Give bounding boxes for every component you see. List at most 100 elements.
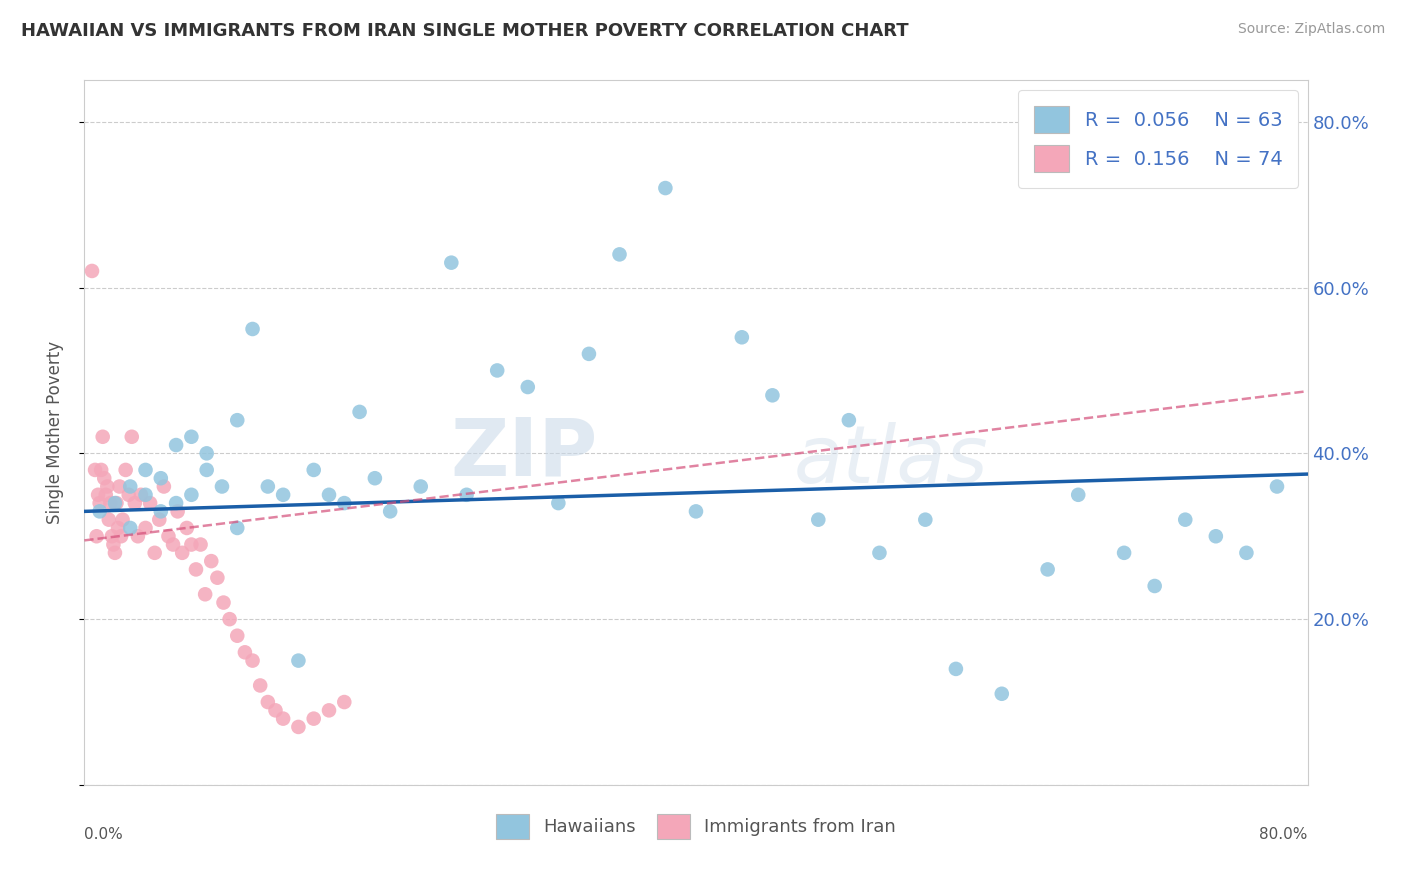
- Point: [249, 678, 271, 692]
- Point: [139, 496, 162, 510]
- Point: [486, 363, 509, 377]
- Point: [84, 463, 107, 477]
- Point: [302, 463, 325, 477]
- Point: [165, 496, 187, 510]
- Point: [129, 488, 152, 502]
- Point: [409, 479, 432, 493]
- Point: [1143, 579, 1166, 593]
- Point: [105, 496, 128, 510]
- Point: [1265, 479, 1288, 493]
- Point: [180, 430, 202, 444]
- Point: [166, 504, 188, 518]
- Point: [195, 446, 218, 460]
- Point: [127, 529, 149, 543]
- Point: [118, 488, 141, 502]
- Point: [945, 662, 967, 676]
- Point: [157, 529, 180, 543]
- Point: [180, 537, 202, 551]
- Text: Source: ZipAtlas.com: Source: ZipAtlas.com: [1237, 22, 1385, 37]
- Point: [87, 488, 110, 502]
- Point: [226, 521, 249, 535]
- Point: [547, 496, 569, 510]
- Point: [271, 712, 294, 726]
- Point: [609, 247, 631, 261]
- Point: [94, 488, 117, 502]
- Point: [104, 496, 127, 510]
- Point: [89, 504, 111, 518]
- Point: [333, 695, 356, 709]
- Point: [107, 521, 129, 535]
- Text: ZIP: ZIP: [451, 415, 598, 492]
- Point: [991, 687, 1014, 701]
- Text: 0.0%: 0.0%: [84, 827, 124, 842]
- Point: [91, 430, 114, 444]
- Point: [654, 181, 676, 195]
- Point: [1036, 562, 1059, 576]
- Point: [380, 504, 402, 518]
- Point: [190, 537, 212, 551]
- Point: [349, 405, 371, 419]
- Point: [1236, 546, 1258, 560]
- Point: [211, 479, 233, 493]
- Point: [242, 654, 264, 668]
- Point: [869, 546, 891, 560]
- Point: [200, 554, 222, 568]
- Point: [194, 587, 217, 601]
- Point: [165, 438, 187, 452]
- Point: [97, 513, 120, 527]
- Point: [120, 521, 142, 535]
- Point: [318, 488, 340, 502]
- Point: [364, 471, 387, 485]
- Point: [162, 537, 184, 551]
- Point: [440, 255, 463, 269]
- Point: [226, 413, 249, 427]
- Point: [731, 330, 754, 344]
- Text: HAWAIIAN VS IMMIGRANTS FROM IRAN SINGLE MOTHER POVERTY CORRELATION CHART: HAWAIIAN VS IMMIGRANTS FROM IRAN SINGLE …: [21, 22, 908, 40]
- Point: [1205, 529, 1227, 543]
- Point: [180, 488, 202, 502]
- Point: [257, 479, 280, 493]
- Point: [271, 488, 294, 502]
- Point: [111, 513, 134, 527]
- Point: [149, 471, 172, 485]
- Point: [264, 703, 287, 717]
- Point: [1067, 488, 1090, 502]
- Point: [218, 612, 240, 626]
- Point: [287, 654, 309, 668]
- Point: [212, 596, 235, 610]
- Point: [333, 496, 356, 510]
- Point: [172, 546, 194, 560]
- Point: [838, 413, 860, 427]
- Point: [914, 513, 936, 527]
- Point: [110, 529, 132, 543]
- Point: [98, 496, 121, 510]
- Point: [226, 629, 249, 643]
- Point: [124, 496, 146, 510]
- Point: [287, 720, 309, 734]
- Point: [516, 380, 538, 394]
- Point: [96, 479, 118, 493]
- Point: [90, 463, 112, 477]
- Point: [114, 463, 136, 477]
- Point: [302, 712, 325, 726]
- Text: 80.0%: 80.0%: [1260, 827, 1308, 842]
- Text: atlas: atlas: [794, 422, 988, 500]
- Point: [242, 322, 264, 336]
- Point: [89, 496, 111, 510]
- Point: [104, 546, 127, 560]
- Point: [578, 347, 600, 361]
- Point: [195, 463, 218, 477]
- Point: [1114, 546, 1136, 560]
- Point: [207, 571, 229, 585]
- Point: [184, 562, 207, 576]
- Point: [135, 488, 157, 502]
- Point: [456, 488, 478, 502]
- Point: [135, 521, 157, 535]
- Point: [685, 504, 707, 518]
- Point: [86, 529, 108, 543]
- Point: [143, 546, 166, 560]
- Point: [233, 645, 256, 659]
- Point: [101, 529, 124, 543]
- Point: [761, 388, 783, 402]
- Point: [153, 479, 176, 493]
